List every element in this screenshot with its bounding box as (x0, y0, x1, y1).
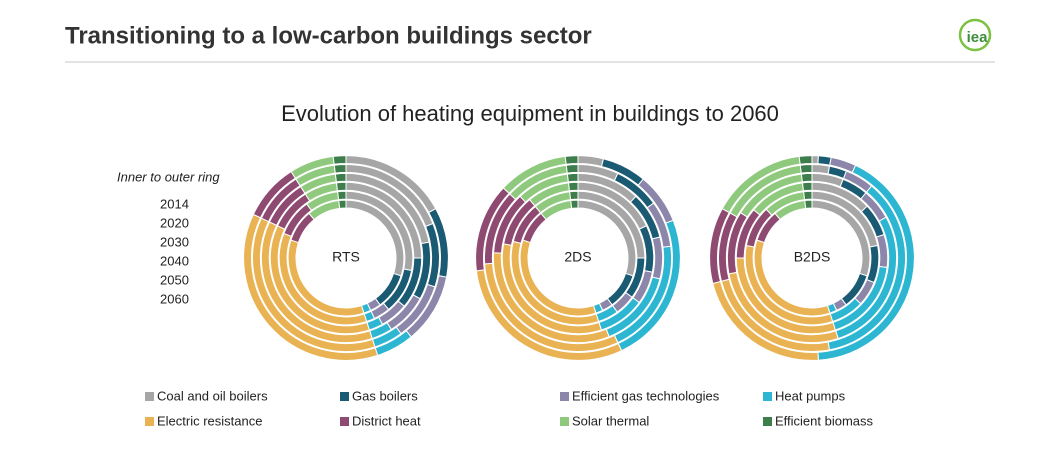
ring-label: 2050 (160, 272, 189, 287)
ring-segment (335, 181, 347, 192)
ring-segment (569, 190, 579, 201)
ring-label: 2030 (160, 234, 189, 249)
legend-label: Electric resistance (157, 413, 262, 428)
ring-label: 2020 (160, 215, 189, 230)
legend-swatch (763, 392, 772, 401)
panel-label: 2DS (564, 249, 591, 265)
legend-label: Coal and oil boilers (157, 388, 268, 403)
legend-label: Gas boilers (352, 388, 418, 403)
ring-segment (565, 163, 579, 174)
ring-segment (811, 163, 831, 175)
ring-segment (817, 155, 832, 166)
legend-swatch (560, 392, 569, 401)
legend-swatch (340, 417, 349, 426)
ring-segment (800, 172, 813, 183)
ring-segment (799, 163, 813, 174)
chart-title: Evolution of heating equipment in buildi… (281, 101, 779, 126)
logo: iea (967, 29, 989, 46)
ring-segment (804, 199, 813, 209)
legend-label: Efficient gas technologies (572, 388, 720, 403)
page-title: Transitioning to a low-carbon buildings … (65, 22, 592, 49)
legend-label: Heat pumps (775, 388, 846, 403)
ring-segment (570, 199, 579, 209)
legend-label: Efficient biomass (775, 413, 874, 428)
ring-segment (811, 155, 819, 165)
ring-segment (567, 181, 579, 192)
legend-label: Solar thermal (572, 413, 649, 428)
ring-segment (333, 163, 347, 174)
legend-swatch (340, 392, 349, 401)
legend-swatch (145, 392, 154, 401)
legend-swatch (560, 417, 569, 426)
ring-segment (801, 181, 813, 192)
ring-caption: Inner to outer ring (117, 169, 220, 184)
ring-segment (332, 155, 347, 165)
ring-segment (798, 155, 813, 165)
ring-label: 2040 (160, 253, 189, 268)
ring-segment (564, 155, 579, 165)
ring-segment (803, 190, 813, 201)
ring-label: 2014 (160, 196, 189, 211)
ring-segment (334, 172, 347, 183)
legend-swatch (145, 417, 154, 426)
legend-swatch (763, 417, 772, 426)
panel-label: RTS (332, 249, 360, 265)
ring-label: 2060 (160, 291, 189, 306)
ring-segment (337, 190, 347, 201)
ring-segment (338, 199, 347, 209)
panel-label: B2DS (794, 249, 831, 265)
logo-ring (958, 18, 992, 52)
ring-segment (566, 172, 579, 183)
legend-label: District heat (352, 413, 421, 428)
